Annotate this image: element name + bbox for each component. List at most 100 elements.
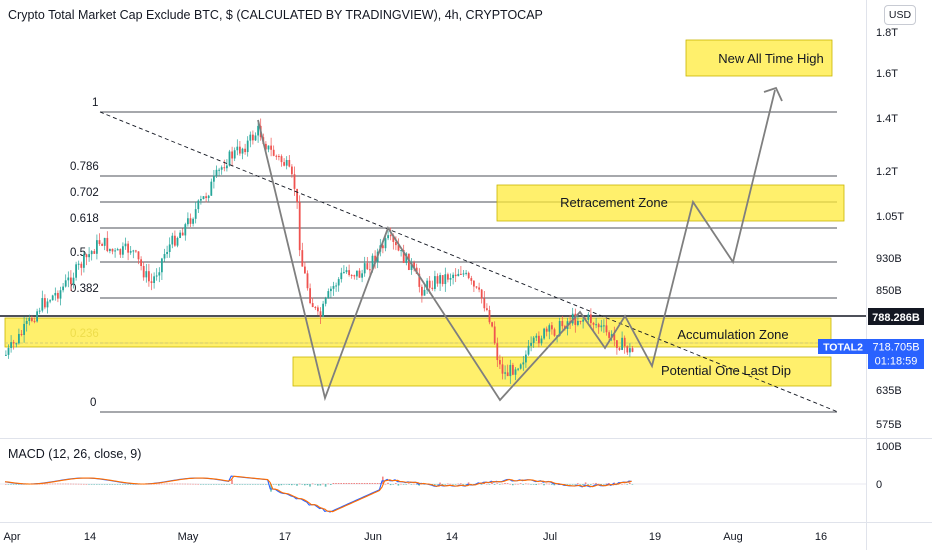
fib-level-label: 0.786 [70,161,99,173]
candle-body [514,369,517,375]
candle-body [395,241,397,246]
macd-histogram-bar [353,483,355,484]
candle-body [207,195,210,199]
macd-histogram-bar [259,484,262,485]
macd-histogram-bar [197,483,199,485]
macd-histogram-bar [288,484,290,485]
candle-body [150,281,153,284]
candle-body [506,372,509,377]
candle-body [163,254,166,259]
candle-body [5,354,7,356]
candle-body [244,148,246,153]
projection-arrowhead [763,86,783,102]
macd-histogram-bar [436,484,439,485]
macd-histogram-bar [509,483,511,485]
level-price-tag: 788.286B [868,308,924,325]
macd-histogram-bar [202,484,205,485]
macd-histogram-bar [179,483,181,485]
currency-button[interactable]: USD [884,5,916,25]
candle-body [49,300,51,302]
macd-histogram-bar [51,483,54,485]
candle-body [226,165,228,169]
candle-body [582,319,584,322]
macd-histogram-bar [18,484,20,485]
candle-body [265,143,267,150]
candle-body [400,250,402,252]
candle-body [174,235,176,246]
candle-body [426,280,428,290]
candle-body [275,155,278,157]
candle-body [96,240,98,254]
macd-histogram-bar [538,483,540,485]
macd-histogram-bar [335,483,337,484]
macd-histogram-bar [392,484,394,485]
price-tick-label: 1.4T [876,113,898,125]
candle-body [439,275,441,284]
time-tick-label: Aug [723,531,743,543]
macd-histogram-bar [171,483,173,485]
candle-body [358,270,361,278]
candle-body [116,249,119,251]
price-tick-label: 635B [876,385,902,397]
candle-body [137,251,140,260]
candle-body [608,332,610,338]
candlestick-series [5,118,634,384]
macd-histogram-bar [72,483,75,485]
time-tick-label: May [178,531,199,543]
candle-body [127,243,129,253]
macd-histogram-bar [371,483,374,484]
candle-body [335,285,337,287]
macd-histogram-bar [356,483,358,484]
candle-body [246,140,249,153]
candle-body [337,279,340,286]
candle-body [561,321,564,327]
fib-level-label: 0 [90,397,96,409]
macd-histogram-bar [608,483,610,484]
zone-box [4,317,832,348]
macd-histogram-bar [215,484,218,485]
candle-body [600,325,603,328]
candle-body [369,269,371,271]
candle-body [301,250,304,267]
time-tick-label: Apr [3,531,20,543]
macd-indicator-label[interactable]: MACD (12, 26, close, 9) [8,447,142,461]
macd-histogram-bar [83,483,85,485]
macd-histogram-bar [280,484,283,486]
candle-body [322,303,324,317]
candle-body [46,301,49,308]
candle-body [233,150,236,159]
macd-histogram-bar [330,484,332,485]
candle-body [231,151,233,159]
macd-histogram-bar [90,484,93,485]
macd-histogram-bar [532,484,535,485]
candle-body [499,360,501,365]
candle-body [410,262,413,270]
chart-title: Crypto Total Market Cap Exclude BTC, $ (… [8,8,543,22]
macd-histogram-bar [431,484,433,485]
macd-histogram-bar [103,484,106,485]
macd-histogram-bar [306,484,309,486]
candle-body [12,342,15,344]
macd-histogram-bar [350,483,353,484]
candle-body [488,310,491,323]
candle-body [457,273,460,277]
macd-histogram-bar [551,484,553,485]
candle-body [309,288,311,304]
macd-histogram-bar [465,484,467,485]
candle-body [254,135,257,141]
candle-body [595,324,597,326]
macd-histogram-bar [571,484,574,485]
candle-body [124,243,127,247]
candle-body [543,328,545,339]
macd-histogram-bar [67,483,69,485]
candle-body [59,290,62,299]
macd-histogram-bar [252,484,254,485]
candle-body [467,272,470,279]
macd-histogram-bar [415,484,418,485]
fib-level-label: 1 [92,97,98,109]
candle-body [155,275,158,277]
macd-histogram-bar [577,483,579,484]
macd-histogram-bar [317,484,319,486]
macd-histogram-bar [603,484,605,485]
candle-body [327,291,330,299]
